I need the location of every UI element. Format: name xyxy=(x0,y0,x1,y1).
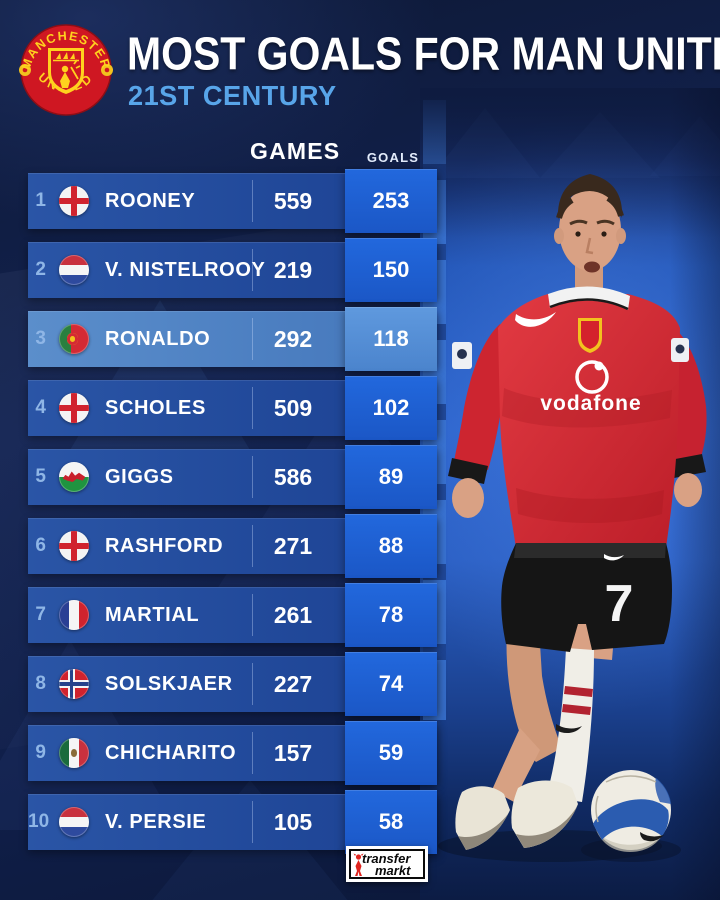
player-name: ROONEY xyxy=(105,189,196,212)
rank-label: 9 xyxy=(35,742,46,763)
table-row: 2 V. NISTELROOY 219 150 xyxy=(28,238,437,302)
nation-flag-icon xyxy=(59,324,89,354)
column-header-games: GAMES xyxy=(250,138,341,164)
page-title: MOST GOALS FOR MAN UNITED xyxy=(127,27,720,81)
transfermarkt-logo: transfer markt xyxy=(346,846,428,882)
player-name: V. NISTELROOY xyxy=(105,258,266,281)
transfermarkt-devil-icon xyxy=(353,853,364,876)
shirt-number-text: 7 xyxy=(605,575,634,633)
rank-label: 2 xyxy=(35,259,46,280)
games-value: 509 xyxy=(273,394,313,421)
goals-value: 78 xyxy=(345,583,437,647)
nation-flag-icon xyxy=(59,462,89,492)
rank-label: 8 xyxy=(35,673,46,694)
table-row: 7 MARTIAL 261 78 xyxy=(28,583,437,647)
table-header: GAMES GOALS xyxy=(28,138,437,173)
goals-value: 102 xyxy=(345,376,437,440)
games-value: 271 xyxy=(273,532,313,559)
rank-label: 1 xyxy=(35,190,46,211)
games-value: 157 xyxy=(273,739,313,766)
rank-label: 3 xyxy=(35,328,46,349)
player-name: SCHOLES xyxy=(105,396,206,419)
games-value: 105 xyxy=(273,808,313,835)
table-row: 6 RASHFORD 271 88 xyxy=(28,514,437,578)
rank-label: 7 xyxy=(35,604,46,625)
goals-ranking-table: GAMES GOALS 1 ROONEY 559 253 2 V. NISTEL… xyxy=(28,138,437,863)
games-value: 261 xyxy=(273,601,313,628)
player-name: V. PERSIE xyxy=(105,810,207,833)
player-name: SOLSKJAER xyxy=(105,672,233,695)
player-name: RONALDO xyxy=(105,327,211,350)
table-row: 9 CHICHARITO 157 59 xyxy=(28,721,437,785)
nation-flag-icon xyxy=(59,600,89,630)
nation-flag-icon xyxy=(59,669,89,699)
games-value: 227 xyxy=(273,670,313,697)
nation-flag-icon xyxy=(59,738,89,768)
goals-value: 89 xyxy=(345,445,437,509)
transfermarkt-word-bottom: markt xyxy=(375,863,411,878)
nation-flag-icon xyxy=(59,393,89,423)
table-row: 4 SCHOLES 509 102 xyxy=(28,376,437,440)
table-row: 10 V. PERSIE 105 58 xyxy=(28,790,437,854)
rank-label: 4 xyxy=(35,397,46,418)
transfermarkt-word-top: transfer xyxy=(362,851,411,866)
player-name: CHICHARITO xyxy=(105,741,237,764)
manchester-united-crest-icon: MANCHESTER UNITED xyxy=(19,24,113,116)
goals-value: 88 xyxy=(345,514,437,578)
table-row: 5 GIGGS 586 89 xyxy=(28,445,437,509)
rank-label: 10 xyxy=(28,811,50,832)
nation-flag-icon xyxy=(59,531,89,561)
table-row: 8 SOLSKJAER 227 74 xyxy=(28,652,437,716)
player-name: RASHFORD xyxy=(105,534,224,557)
nation-flag-icon xyxy=(59,807,89,837)
games-value: 292 xyxy=(273,325,313,352)
games-value: 559 xyxy=(273,187,313,214)
rank-label: 5 xyxy=(35,466,46,487)
goals-value: 58 xyxy=(345,790,437,854)
goals-value: 253 xyxy=(345,169,437,233)
shirt-sponsor-text: vodafone xyxy=(540,392,641,415)
games-value: 219 xyxy=(273,256,313,283)
table-row: 1 ROONEY 559 253 xyxy=(28,169,437,233)
player-photo-area: vodafone 7 xyxy=(420,88,720,900)
page-subtitle: 21ST CENTURY xyxy=(128,80,337,111)
rank-label: 6 xyxy=(35,535,46,556)
player-name: GIGGS xyxy=(105,465,174,488)
goals-value: 118 xyxy=(345,307,437,371)
player-name: MARTIAL xyxy=(105,603,200,626)
table-row: 3 RONALDO 292 118 xyxy=(28,307,437,371)
goals-value: 74 xyxy=(345,652,437,716)
goals-value: 150 xyxy=(345,238,437,302)
column-header-goals: GOALS xyxy=(366,150,420,165)
nation-flag-icon xyxy=(59,255,89,285)
ronaldo-player-illustration: vodafone 7 xyxy=(438,174,707,862)
games-value: 586 xyxy=(273,463,313,490)
nation-flag-icon xyxy=(59,186,89,216)
goals-value: 59 xyxy=(345,721,437,785)
